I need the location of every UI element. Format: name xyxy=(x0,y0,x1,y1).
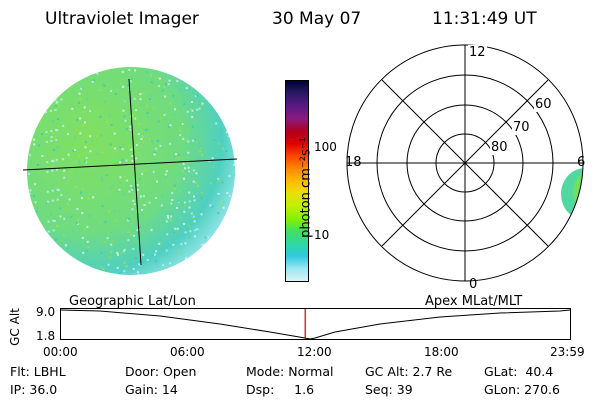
status-mode: Mode: Normal xyxy=(246,364,334,379)
timeline-y-tick-1-8: 1.8 xyxy=(36,329,56,343)
colorbar-tick-10: 10 xyxy=(314,228,330,242)
status-gc-alt: GC Alt: 2.7 Re xyxy=(365,364,453,379)
polar-mlat-mlt-plot xyxy=(346,44,584,282)
altitude-timeline-plot xyxy=(60,308,571,340)
uv-image-disk xyxy=(22,67,238,275)
timeline-x-tick-2359: 23:59 xyxy=(550,345,585,359)
timeline-x-tick-1800: 18:00 xyxy=(424,345,459,359)
instrument-title: Ultraviolet Imager xyxy=(45,9,199,29)
mlt-label-6: 6 xyxy=(577,155,586,170)
status-glat: GLat: 40.4 xyxy=(484,364,554,379)
timeline-y-axis-label: GC Alt xyxy=(8,308,22,346)
longitude-line xyxy=(128,78,142,266)
status-gain: Gain: 14 xyxy=(125,382,178,397)
auroral-blob xyxy=(561,168,583,220)
timeline-x-tick-0600: 06:00 xyxy=(170,345,205,359)
status-ip: IP: 36.0 xyxy=(10,382,58,397)
mlt-label-18: 18 xyxy=(345,155,362,170)
polar-diagonal-2 xyxy=(381,79,549,247)
lat-label-60: 60 xyxy=(534,97,553,112)
status-dsp: Dsp: 1.6 xyxy=(246,382,315,397)
colorbar xyxy=(285,80,309,282)
time-label: 11:31:49 UT xyxy=(432,9,537,29)
lat-label-70: 70 xyxy=(512,120,531,135)
date-label: 30 May 07 xyxy=(272,9,362,29)
status-seq: Seq: 39 xyxy=(365,382,413,397)
colorbar-tick-100: 100 xyxy=(314,140,337,154)
timeline-left-caption: Geographic Lat/Lon xyxy=(69,294,196,309)
timeline-y-tick-9: 9.0 xyxy=(36,305,56,319)
status-filter: Flt: LBHL xyxy=(10,364,66,379)
timeline-x-tick-0000: 00:00 xyxy=(43,345,78,359)
latitude-line xyxy=(22,158,238,171)
colorbar-unit-label: photon cm⁻²s⁻¹ xyxy=(298,137,314,238)
mlt-label-12: 12 xyxy=(468,45,487,60)
altitude-curve xyxy=(60,309,571,340)
status-glon: GLon: 270.6 xyxy=(484,382,560,397)
mlt-label-0: 0 xyxy=(469,277,478,292)
lat-label-80: 80 xyxy=(490,140,509,155)
timeline-right-caption: Apex MLat/MLT xyxy=(425,294,523,309)
timeline-x-tick-1200: 12:00 xyxy=(297,345,332,359)
status-door: Door: Open xyxy=(125,364,197,379)
